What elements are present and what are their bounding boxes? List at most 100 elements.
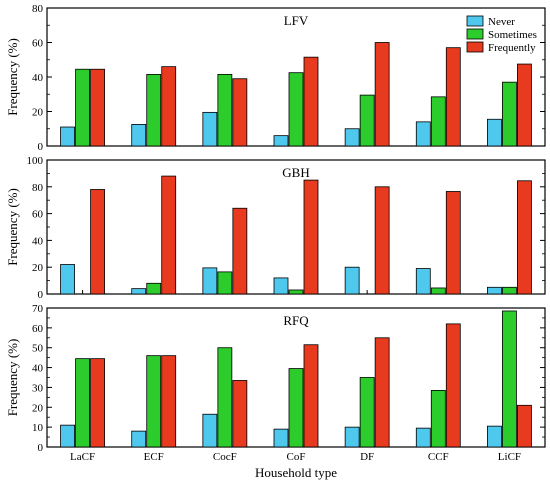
y-tick-label: 40 bbox=[32, 363, 44, 375]
bar-never-cocf bbox=[202, 413, 218, 448]
bar-frequently-cocf bbox=[232, 380, 248, 448]
y-axis-label: Frequency (%) bbox=[5, 38, 20, 116]
bar-never-ecf bbox=[131, 430, 147, 448]
y-tick-label: 10 bbox=[32, 422, 44, 434]
bar-never-cof bbox=[273, 428, 289, 448]
bar-sometimes-ccf bbox=[430, 96, 446, 147]
bar-frequently-ecf bbox=[161, 355, 177, 448]
y-tick-label: 0 bbox=[38, 442, 44, 454]
x-tick-label: DF bbox=[360, 451, 374, 463]
bar-frequently-ccf bbox=[445, 47, 461, 147]
bar-never-cof bbox=[273, 277, 289, 295]
legend-swatch-sometimes bbox=[466, 28, 484, 40]
bar-frequently-df bbox=[374, 42, 390, 147]
bar-sometimes-licf bbox=[502, 286, 517, 295]
y-tick-label: 80 bbox=[32, 182, 44, 194]
bar-sometimes-licf bbox=[502, 81, 517, 147]
y-tick-label: 0 bbox=[38, 289, 44, 301]
bar-sometimes-lacf bbox=[75, 68, 90, 147]
panel-title: LFV bbox=[284, 13, 309, 28]
bar-frequently-cof bbox=[303, 56, 319, 147]
bar-never-cof bbox=[273, 135, 289, 147]
bar-sometimes-ecf bbox=[146, 282, 162, 295]
bar-sometimes-ecf bbox=[146, 74, 162, 147]
y-tick-label: 40 bbox=[32, 235, 44, 247]
y-tick-label: 20 bbox=[32, 107, 44, 119]
bar-never-ccf bbox=[415, 427, 431, 448]
bar-frequently-licf bbox=[517, 63, 532, 147]
bar-never-ccf bbox=[415, 121, 431, 147]
bar-frequently-lacf bbox=[90, 189, 105, 295]
y-tick-label: 60 bbox=[32, 209, 44, 221]
bar-frequently-licf bbox=[517, 404, 532, 448]
y-tick-label: 60 bbox=[32, 38, 44, 50]
bar-frequently-lacf bbox=[90, 68, 105, 147]
panel-lfv: 0 20 40 60 80 Frequency (%) LFV NeverSometimesF… bbox=[5, 3, 546, 153]
bar-frequently-ccf bbox=[445, 323, 461, 448]
y-tick-label: 70 bbox=[32, 303, 44, 315]
bar-sometimes-licf bbox=[502, 310, 517, 448]
y-tick-label: 0 bbox=[38, 141, 44, 153]
bar-frequently-cof bbox=[303, 179, 319, 295]
bar-never-ecf bbox=[131, 124, 147, 147]
legend-label-frequently: Frequently bbox=[488, 42, 536, 54]
x-tick-label: CocF bbox=[213, 451, 237, 463]
legend-swatch-never bbox=[466, 15, 484, 27]
bar-never-df bbox=[344, 266, 360, 295]
x-tick-label: CoF bbox=[287, 451, 306, 463]
bar-frequently-ecf bbox=[161, 175, 177, 295]
bar-sometimes-df bbox=[359, 94, 375, 147]
y-axis-label: Frequency (%) bbox=[5, 188, 20, 266]
bar-sometimes-df bbox=[359, 377, 375, 448]
bar-frequently-cocf bbox=[232, 78, 248, 147]
panel-title: GBH bbox=[282, 165, 309, 180]
y-tick-label: 50 bbox=[32, 343, 44, 355]
bar-sometimes-ccf bbox=[430, 390, 446, 448]
bar-frequently-licf bbox=[517, 180, 532, 295]
bar-frequently-cof bbox=[303, 344, 319, 448]
bar-never-ecf bbox=[131, 288, 147, 295]
bar-sometimes-cof bbox=[288, 72, 304, 147]
bar-sometimes-cocf bbox=[217, 271, 233, 295]
x-axis-label: Household type bbox=[255, 465, 337, 480]
y-tick-label: 30 bbox=[32, 382, 44, 394]
x-tick-label: CCF bbox=[428, 451, 449, 463]
bar-frequently-df bbox=[374, 337, 390, 448]
bar-frequently-lacf bbox=[90, 358, 105, 448]
y-tick-label: 40 bbox=[32, 72, 44, 84]
bar-never-licf bbox=[487, 425, 502, 448]
y-tick-label: 20 bbox=[32, 262, 44, 274]
bar-sometimes-cocf bbox=[217, 74, 233, 147]
panel-rfq: 0 10 20 30 40 50 60 70 Frequency (%) RFQ LaCF ECF Co… bbox=[5, 303, 546, 480]
panel-title: RFQ bbox=[283, 313, 309, 328]
y-axis-label: Frequency (%) bbox=[5, 339, 20, 417]
bar-never-licf bbox=[487, 118, 502, 147]
bar-never-lacf bbox=[60, 424, 75, 448]
legend-label-never: Never bbox=[488, 16, 515, 28]
x-tick-label: ECF bbox=[144, 451, 164, 463]
y-tick-label: 100 bbox=[27, 155, 44, 167]
legend-label-sometimes: Sometimes bbox=[488, 29, 537, 41]
bar-sometimes-cocf bbox=[217, 347, 233, 448]
bar-sometimes-cof bbox=[288, 368, 304, 448]
panel-gbh: 0 20 40 60 80 100 Frequency (%) GBH bbox=[5, 155, 546, 301]
bar-frequently-df bbox=[374, 186, 390, 295]
bar-never-ccf bbox=[415, 268, 431, 295]
bar-frequently-cocf bbox=[232, 207, 248, 295]
bar-sometimes-cof bbox=[288, 289, 304, 295]
bar-never-lacf bbox=[60, 126, 75, 147]
plot-frame bbox=[46, 159, 546, 295]
bar-never-df bbox=[344, 426, 360, 448]
bar-never-df bbox=[344, 128, 360, 147]
legend-swatch-frequently bbox=[466, 41, 484, 53]
bar-never-licf bbox=[487, 286, 502, 295]
bar-sometimes-lacf bbox=[75, 358, 90, 448]
x-tick-label: LaCF bbox=[70, 451, 95, 463]
bar-never-cocf bbox=[202, 111, 218, 147]
x-tick-label: LiCF bbox=[498, 451, 521, 463]
bar-never-lacf bbox=[60, 264, 75, 295]
bar-sometimes-ecf bbox=[146, 355, 162, 448]
